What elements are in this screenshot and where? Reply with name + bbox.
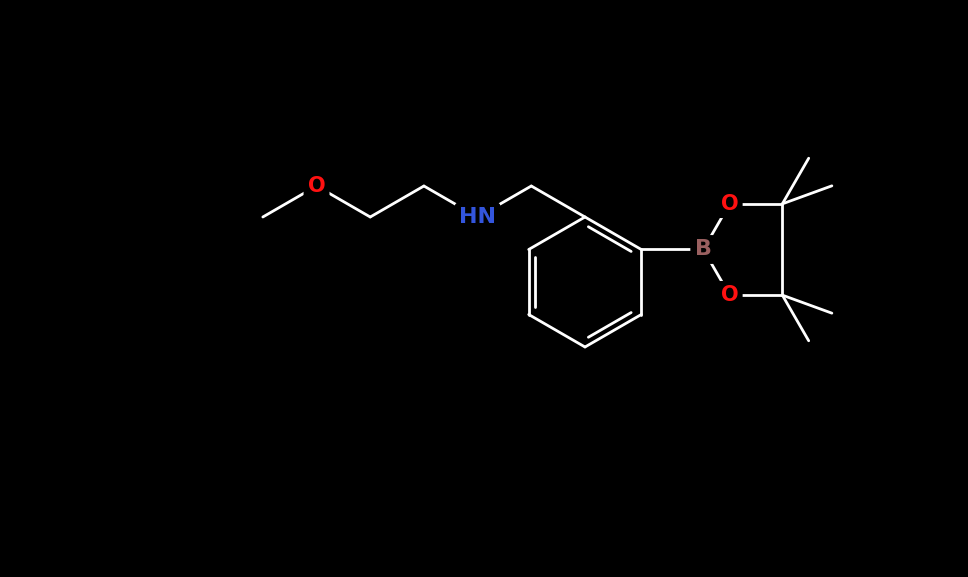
Text: O: O [308, 176, 325, 196]
Text: O: O [721, 285, 739, 305]
Text: B: B [695, 239, 711, 260]
Text: HN: HN [459, 207, 497, 227]
Text: O: O [721, 194, 739, 214]
